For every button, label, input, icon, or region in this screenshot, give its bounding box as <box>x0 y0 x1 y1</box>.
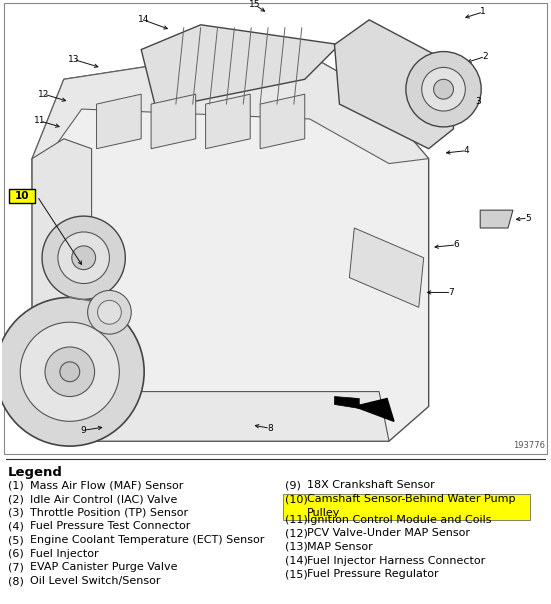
Text: Oil Level Switch/Sensor: Oil Level Switch/Sensor <box>30 576 160 586</box>
Polygon shape <box>32 139 91 391</box>
Text: 14: 14 <box>137 15 149 24</box>
Text: Engine Coolant Temperature (ECT) Sensor: Engine Coolant Temperature (ECT) Sensor <box>30 535 264 545</box>
Text: 9: 9 <box>81 426 87 435</box>
Text: (12): (12) <box>285 528 308 538</box>
Circle shape <box>422 68 466 111</box>
Text: (4): (4) <box>8 521 24 532</box>
Text: (7): (7) <box>8 562 24 573</box>
Polygon shape <box>260 94 305 149</box>
Circle shape <box>72 246 95 269</box>
Text: 18X Crankshaft Sensor: 18X Crankshaft Sensor <box>307 480 435 490</box>
Text: 15: 15 <box>250 1 261 10</box>
Text: 1: 1 <box>480 7 486 16</box>
Text: 7: 7 <box>449 288 455 297</box>
Circle shape <box>45 347 95 397</box>
Circle shape <box>60 362 80 382</box>
Text: Fuel Injector Harness Connector: Fuel Injector Harness Connector <box>307 556 485 565</box>
Text: 8: 8 <box>267 424 273 432</box>
Text: Idle Air Control (IAC) Valve: Idle Air Control (IAC) Valve <box>30 494 177 504</box>
Text: Fuel Pressure Regulator: Fuel Pressure Regulator <box>307 570 439 579</box>
Polygon shape <box>334 20 453 149</box>
Circle shape <box>98 300 121 324</box>
Text: (14): (14) <box>285 556 308 565</box>
Text: Fuel Injector: Fuel Injector <box>30 549 99 559</box>
Text: 13: 13 <box>68 55 79 64</box>
Polygon shape <box>349 228 424 307</box>
Text: 11: 11 <box>34 117 46 126</box>
Text: Legend: Legend <box>8 466 63 479</box>
Polygon shape <box>141 25 339 109</box>
Circle shape <box>406 51 481 127</box>
Polygon shape <box>151 94 196 149</box>
Text: (6): (6) <box>8 549 24 559</box>
Polygon shape <box>206 94 250 149</box>
Polygon shape <box>96 94 141 149</box>
Circle shape <box>88 291 131 334</box>
Text: MAP Sensor: MAP Sensor <box>307 542 372 552</box>
Text: Throttle Position (TP) Sensor: Throttle Position (TP) Sensor <box>30 508 188 518</box>
Text: (15): (15) <box>285 570 308 579</box>
Text: 12: 12 <box>39 89 50 98</box>
Bar <box>9 189 35 203</box>
Circle shape <box>20 322 120 422</box>
Text: 6: 6 <box>453 240 460 249</box>
Polygon shape <box>32 45 429 178</box>
Circle shape <box>434 79 453 99</box>
Text: EVAP Canister Purge Valve: EVAP Canister Purge Valve <box>30 562 177 573</box>
Text: (3): (3) <box>8 508 24 518</box>
Text: (10): (10) <box>285 494 308 504</box>
Text: Ignition Control Module and Coils: Ignition Control Module and Coils <box>307 515 491 524</box>
Text: (1): (1) <box>8 480 24 490</box>
FancyBboxPatch shape <box>283 493 530 521</box>
Text: 193776: 193776 <box>512 441 544 450</box>
Polygon shape <box>354 399 394 422</box>
Polygon shape <box>91 391 389 441</box>
Polygon shape <box>32 45 429 441</box>
Text: 3: 3 <box>476 97 481 106</box>
Text: Mass Air Flow (MAF) Sensor: Mass Air Flow (MAF) Sensor <box>30 480 183 490</box>
Text: Fuel Pressure Test Connector: Fuel Pressure Test Connector <box>30 521 191 532</box>
Polygon shape <box>334 397 359 408</box>
Text: (9): (9) <box>285 480 301 490</box>
Text: (2): (2) <box>8 494 24 504</box>
Text: 10: 10 <box>15 191 29 201</box>
Text: 5: 5 <box>525 214 531 223</box>
Text: (11): (11) <box>285 515 308 524</box>
Circle shape <box>0 297 144 446</box>
Text: (5): (5) <box>8 535 24 545</box>
Text: Camshaft Sensor-Behind Water Pump: Camshaft Sensor-Behind Water Pump <box>307 494 516 504</box>
Text: Pulley: Pulley <box>307 508 341 518</box>
Circle shape <box>42 216 125 300</box>
Circle shape <box>58 232 110 283</box>
Text: PCV Valve-Under MAP Sensor: PCV Valve-Under MAP Sensor <box>307 528 470 538</box>
Polygon shape <box>480 210 513 228</box>
Text: 4: 4 <box>463 146 469 155</box>
Text: (8): (8) <box>8 576 24 586</box>
Text: (13): (13) <box>285 542 308 552</box>
Text: 2: 2 <box>482 52 488 61</box>
